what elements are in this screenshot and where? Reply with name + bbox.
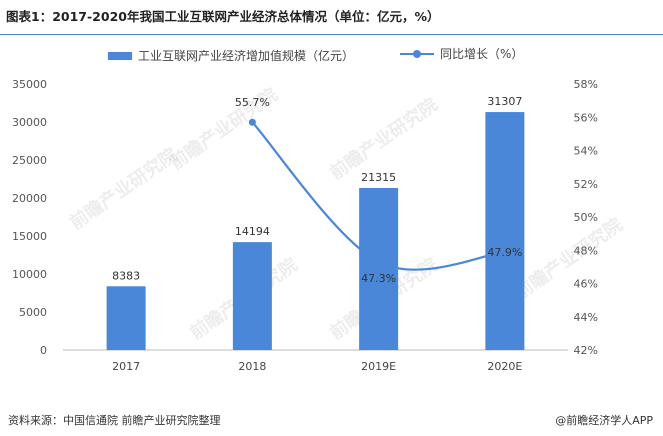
y-tick-right: 48% [574,244,598,257]
bar-value-label: 8383 [112,269,140,282]
y-tick-left: 25000 [12,154,47,167]
brand-credit: @前瞻经济学人APP [555,414,653,427]
title-divider [0,34,663,35]
y-tick-right: 58% [574,78,598,91]
growth-value-label: 47.3% [361,272,396,285]
bar-value-label: 31307 [487,95,522,108]
bar [485,112,525,350]
legend: 工业互联网产业经济增加值规模（亿元） 同比增长（%） [0,44,663,66]
growth-value-label: 47.9% [487,246,522,259]
x-tick-label: 2020E [487,360,522,373]
x-tick-label: 2017 [112,360,140,373]
chart-title: 图表1：2017-2020年我国工业互联网产业经济总体情况（单位：亿元，%） [6,9,440,24]
legend-line-swatch [400,49,434,59]
y-tick-right: 52% [574,178,598,191]
growth-point [375,258,383,266]
bar-value-label: 21315 [361,171,396,184]
growth-value-label: 55.7% [235,96,270,109]
y-tick-right: 44% [574,311,598,324]
source-note: 资料来源：中国信通院 前瞻产业研究院整理 [8,414,221,427]
x-tick-label: 2018 [238,360,266,373]
x-tick-label: 2019E [361,360,396,373]
y-tick-right: 54% [574,145,598,158]
bar [106,286,146,350]
y-tick-left: 15000 [12,230,47,243]
y-tick-left: 10000 [12,268,47,281]
bar-value-label: 14194 [235,225,270,238]
y-tick-left: 0 [40,344,47,357]
y-tick-left: 5000 [19,306,47,319]
legend-bar-swatch [108,51,132,60]
growth-point [248,118,256,126]
growth-point [501,248,509,256]
legend-item-bar: 工业互联网产业经济增加值规模（亿元） [108,47,354,64]
legend-bar-label: 工业互联网产业经济增加值规模（亿元） [138,49,355,63]
legend-item-line: 同比增长（%） [400,45,523,62]
legend-line-label: 同比增长（%） [440,47,524,61]
y-tick-right: 46% [574,278,598,291]
y-tick-right: 56% [574,111,598,124]
y-tick-left: 20000 [12,192,47,205]
y-tick-right: 42% [574,344,598,357]
y-tick-left: 30000 [12,116,47,129]
y-tick-right: 50% [574,211,598,224]
bar [359,188,399,350]
y-tick-left: 35000 [12,78,47,91]
bar [232,242,272,350]
